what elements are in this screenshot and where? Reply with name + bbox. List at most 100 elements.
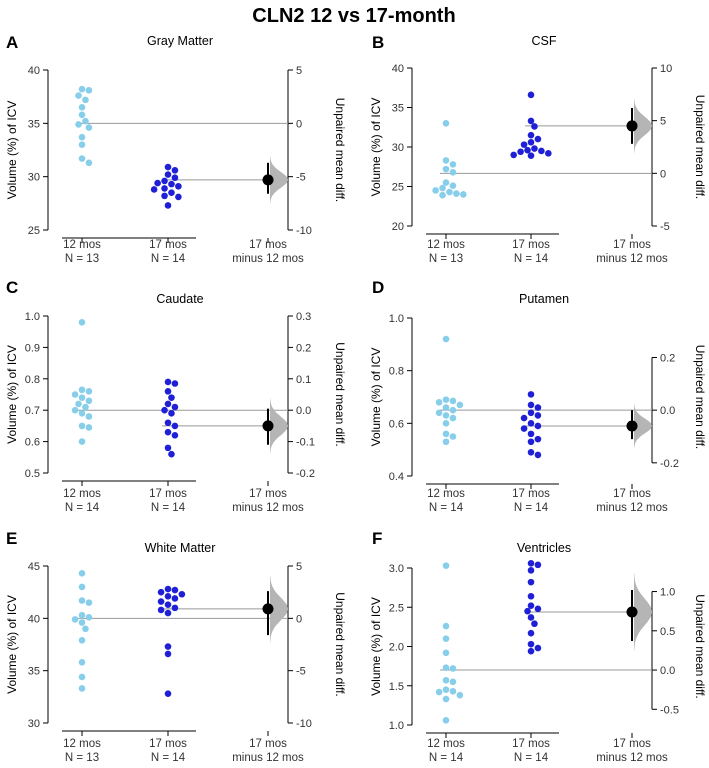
point-17mos xyxy=(510,151,517,159)
point-17mos xyxy=(527,647,535,655)
point-17mos xyxy=(527,91,535,99)
left-tick-label: 0.8 xyxy=(389,366,404,378)
point-17mos xyxy=(168,450,175,458)
y-axis-label-right: Unpaired mean diff. xyxy=(333,592,347,697)
point-17mos xyxy=(527,449,535,456)
right-tick-label: -0.5 xyxy=(660,704,679,716)
point-12mos xyxy=(442,676,450,684)
point-12mos xyxy=(85,599,93,606)
point-12mos xyxy=(78,85,86,93)
left-tick-label: 0.8 xyxy=(25,374,40,386)
point-17mos xyxy=(527,640,535,648)
point-12mos xyxy=(442,664,450,671)
right-tick-label: -0.2 xyxy=(296,468,315,480)
category-label: 17 mos xyxy=(149,239,187,251)
y-axis-label: Volume (%) of ICV xyxy=(369,348,383,447)
right-tick-label: -5 xyxy=(296,666,306,678)
point-17mos xyxy=(164,601,172,609)
left-tick-label: 0.4 xyxy=(389,471,404,483)
left-tick-label: 1.5 xyxy=(389,681,404,693)
point-12mos xyxy=(85,613,93,621)
mean-difference-point xyxy=(262,420,274,432)
point-12mos xyxy=(78,422,86,430)
point-17mos xyxy=(171,604,179,612)
category-n-label: N = 14 xyxy=(429,502,464,514)
category-n-label: N = 14 xyxy=(65,502,100,514)
point-12mos xyxy=(78,155,86,162)
category-label: 17 mos xyxy=(613,239,651,251)
category-label: 17 mos xyxy=(249,738,287,750)
point-17mos xyxy=(538,147,545,155)
panel-a: A Gray Matter 25 30 35 40 -10 -5 0 5 Volume (%) of… xyxy=(5,33,347,265)
point-12mos xyxy=(78,386,86,394)
left-tick-label: 1.0 xyxy=(389,720,404,732)
point-12mos xyxy=(78,619,86,626)
right-tick-label: -5 xyxy=(296,172,306,184)
left-tick-label: 2.0 xyxy=(389,642,404,654)
point-17mos xyxy=(164,690,172,697)
point-12mos xyxy=(442,412,450,419)
panel-title: CSF xyxy=(532,34,557,48)
point-12mos xyxy=(442,404,450,411)
panel-f: F Ventricles 1.0 1.5 2.0 2.5 3.0 -0.5 0.0 0.5 1.0 V… xyxy=(369,529,707,764)
point-12mos xyxy=(85,424,93,431)
point-12mos xyxy=(78,611,86,619)
right-tick-label: -5 xyxy=(660,221,670,233)
point-12mos xyxy=(78,658,86,666)
left-tick-label: 25 xyxy=(392,182,404,194)
category-label: 12 mos xyxy=(63,738,101,750)
point-17mos xyxy=(164,593,172,600)
point-12mos xyxy=(449,182,457,190)
point-17mos xyxy=(171,422,179,430)
point-12mos xyxy=(435,409,443,417)
panel-title: Putamen xyxy=(519,292,569,306)
mean-difference-point xyxy=(262,603,274,615)
right-tick-label: -0.2 xyxy=(660,458,679,470)
point-17mos xyxy=(527,629,535,637)
bootstrap-distribution xyxy=(270,575,288,643)
category-n-label: minus 12 mos xyxy=(596,752,668,764)
point-12mos xyxy=(78,318,86,326)
point-17mos xyxy=(527,438,535,446)
point-12mos xyxy=(78,104,86,111)
point-12mos xyxy=(442,686,450,693)
y-axis-label: Volume (%) of ICV xyxy=(5,345,19,444)
point-17mos xyxy=(531,145,538,152)
point-17mos xyxy=(171,432,179,439)
point-12mos xyxy=(449,168,457,176)
category-label: 17 mos xyxy=(512,738,550,750)
panel-title: Gray Matter xyxy=(147,34,213,48)
point-17mos xyxy=(171,595,179,602)
left-tick-label: 20 xyxy=(392,221,404,233)
point-12mos xyxy=(78,583,86,591)
right-tick-label: -0.1 xyxy=(296,437,315,449)
point-12mos xyxy=(78,673,86,681)
point-12mos xyxy=(456,401,464,409)
point-17mos xyxy=(164,428,172,436)
point-12mos xyxy=(75,92,82,99)
point-12mos xyxy=(435,398,443,406)
y-axis-label: Volume (%) of ICV xyxy=(5,595,19,694)
point-17mos xyxy=(168,180,175,188)
panel-title: Ventricles xyxy=(517,541,571,555)
point-12mos xyxy=(78,438,86,445)
point-17mos xyxy=(157,606,165,614)
point-12mos xyxy=(442,420,450,427)
left-tick-label: 25 xyxy=(28,225,40,237)
point-12mos xyxy=(442,165,450,173)
left-tick-label: 35 xyxy=(28,118,40,130)
point-17mos xyxy=(164,444,172,452)
point-12mos xyxy=(78,394,86,401)
point-17mos xyxy=(524,607,531,615)
point-17mos xyxy=(531,123,538,130)
point-17mos xyxy=(164,171,172,178)
figure-title: CLN2 12 vs 17-month xyxy=(252,5,455,27)
point-17mos xyxy=(534,605,542,613)
point-17mos xyxy=(164,609,172,617)
point-17mos xyxy=(534,435,542,443)
left-tick-label: 40 xyxy=(28,65,40,77)
panel-b: B CSF 20 25 30 35 40 -5 0 5 10 Volume (%) of ICV Unp… xyxy=(369,33,707,265)
point-12mos xyxy=(449,161,457,168)
right-tick-label: 5 xyxy=(660,116,666,128)
